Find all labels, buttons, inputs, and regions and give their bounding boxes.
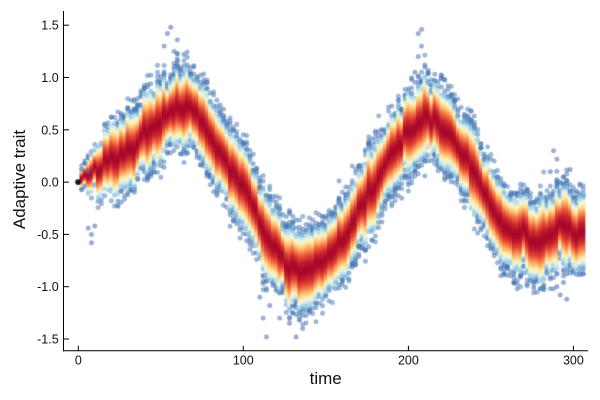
svg-text:1.5: 1.5 [41,19,58,33]
svg-text:-1.5: -1.5 [37,333,59,347]
svg-text:0: 0 [75,354,82,368]
svg-text:Adaptive trait: Adaptive trait [10,130,29,229]
svg-text:0.5: 0.5 [41,123,58,137]
svg-text:200: 200 [398,354,419,368]
svg-text:300: 300 [563,354,584,368]
svg-text:0.0: 0.0 [41,176,58,190]
svg-text:-1.0: -1.0 [37,280,59,294]
svg-text:1.0: 1.0 [41,71,58,85]
svg-text:-0.5: -0.5 [37,228,59,242]
svg-text:time: time [310,369,342,388]
svg-text:100: 100 [233,354,254,368]
